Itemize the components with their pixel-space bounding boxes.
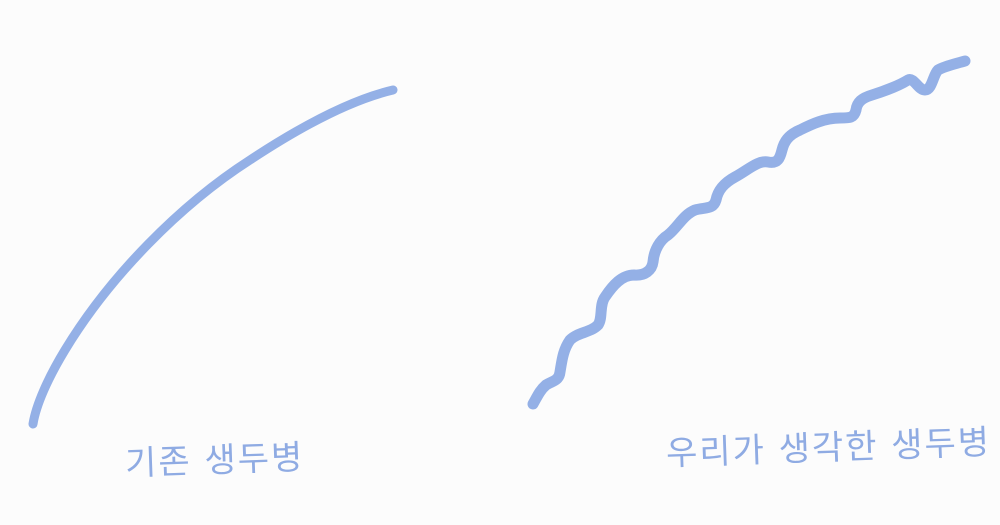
conventional-label: 기존 생두병 bbox=[124, 437, 305, 484]
wavy-curve-stroke bbox=[527, 55, 971, 410]
smooth-curve-stroke bbox=[28, 85, 398, 429]
